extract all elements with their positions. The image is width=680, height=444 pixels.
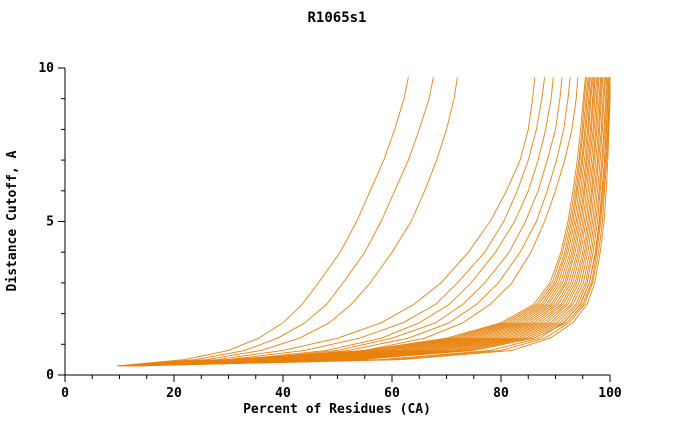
data-line [121, 77, 591, 367]
x-tick-label: 40 [275, 386, 291, 401]
data-line [116, 77, 586, 367]
x-tick-label: 100 [598, 386, 622, 401]
data-line [135, 77, 608, 367]
x-tick-label: 0 [61, 386, 69, 401]
data-line [130, 77, 563, 367]
data-line [123, 77, 594, 367]
data-line [124, 77, 546, 367]
data-line [133, 77, 605, 367]
data-line [122, 77, 458, 367]
data-line [119, 77, 590, 367]
chart-title: R1065s1 [307, 10, 366, 26]
data-line [141, 77, 610, 367]
x-tick-label: 20 [166, 386, 182, 401]
data-line [134, 77, 607, 367]
y-axis-label: Distance Cutoff, A [5, 150, 20, 291]
data-line [118, 77, 409, 367]
data-line [122, 77, 593, 367]
data-line [126, 77, 598, 367]
data-line [127, 77, 554, 367]
data-series [116, 77, 611, 367]
data-line [129, 77, 602, 367]
axis-ticks [58, 67, 611, 382]
y-tick-label: 5 [46, 215, 54, 230]
x-axis-label: Percent of Residues (CA) [243, 402, 431, 417]
x-tick-label: 60 [384, 386, 400, 401]
data-line [125, 77, 596, 367]
data-line [140, 77, 611, 367]
data-line [118, 77, 589, 367]
data-line [128, 77, 600, 367]
data-line [133, 77, 571, 367]
data-line [117, 77, 588, 367]
data-line [124, 77, 595, 367]
data-line [130, 77, 603, 367]
data-line [138, 77, 611, 367]
data-line [122, 77, 536, 367]
y-tick-label: 0 [46, 368, 54, 383]
tick-labels: 0 20 40 60 80 100 0 5 10 [38, 61, 622, 401]
data-line [131, 77, 604, 367]
data-line [127, 77, 599, 367]
data-line [139, 77, 611, 367]
data-line [135, 77, 579, 367]
data-line [120, 77, 434, 367]
data-line [136, 77, 609, 367]
y-tick-label: 10 [38, 61, 54, 76]
x-tick-label: 80 [493, 386, 509, 401]
